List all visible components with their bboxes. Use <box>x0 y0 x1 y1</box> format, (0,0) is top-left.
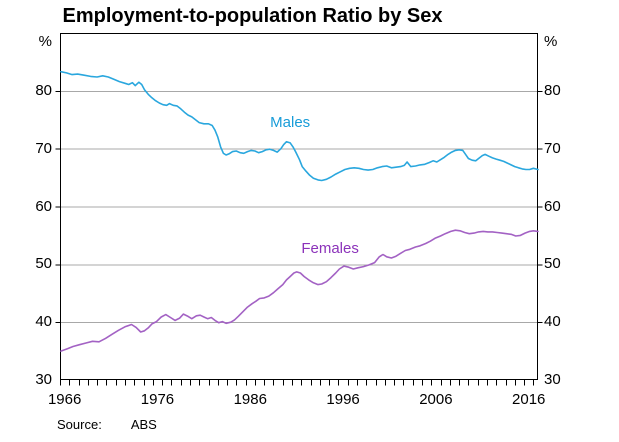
plot-area <box>55 32 543 386</box>
x-axis-label: 2016 <box>512 391 546 408</box>
y-axis-unit-right: % <box>544 33 558 50</box>
y-axis-label-left: 40 <box>35 313 52 331</box>
y-axis-label-left: 60 <box>35 197 52 215</box>
source-label: Source: <box>57 417 102 432</box>
y-axis-label-left: 70 <box>35 139 52 157</box>
x-axis-label: 1986 <box>233 391 267 408</box>
source-note: Source: ABS <box>57 417 157 432</box>
chart-title: Employment-to-population Ratio by Sex <box>62 5 443 27</box>
females-series-label: Females <box>301 240 359 258</box>
source-value: ABS <box>130 417 157 432</box>
plot-frame <box>59 32 539 381</box>
females-line <box>60 229 539 352</box>
x-axis-label: 2006 <box>419 391 453 408</box>
y-axis-label-right: 60 <box>544 197 561 215</box>
y-axis-label-right: 80 <box>544 81 561 99</box>
y-axis-unit-left: % <box>38 33 52 50</box>
y-axis-label-right: 50 <box>544 255 561 273</box>
y-axis-label-left: 30 <box>35 371 52 388</box>
x-axis-label: 1966 <box>47 391 82 408</box>
y-axis-label-right: 40 <box>544 313 561 331</box>
males-line <box>60 70 539 182</box>
x-axis-label: 1976 <box>140 391 175 408</box>
males-series-label: Males <box>270 113 311 131</box>
y-axis-label-left: 80 <box>35 81 52 99</box>
x-axis-label: 1996 <box>326 391 360 408</box>
y-axis-label-left: 50 <box>35 255 52 273</box>
y-axis-label-right: 30 <box>544 371 561 388</box>
y-axis-label-right: 70 <box>544 139 561 157</box>
